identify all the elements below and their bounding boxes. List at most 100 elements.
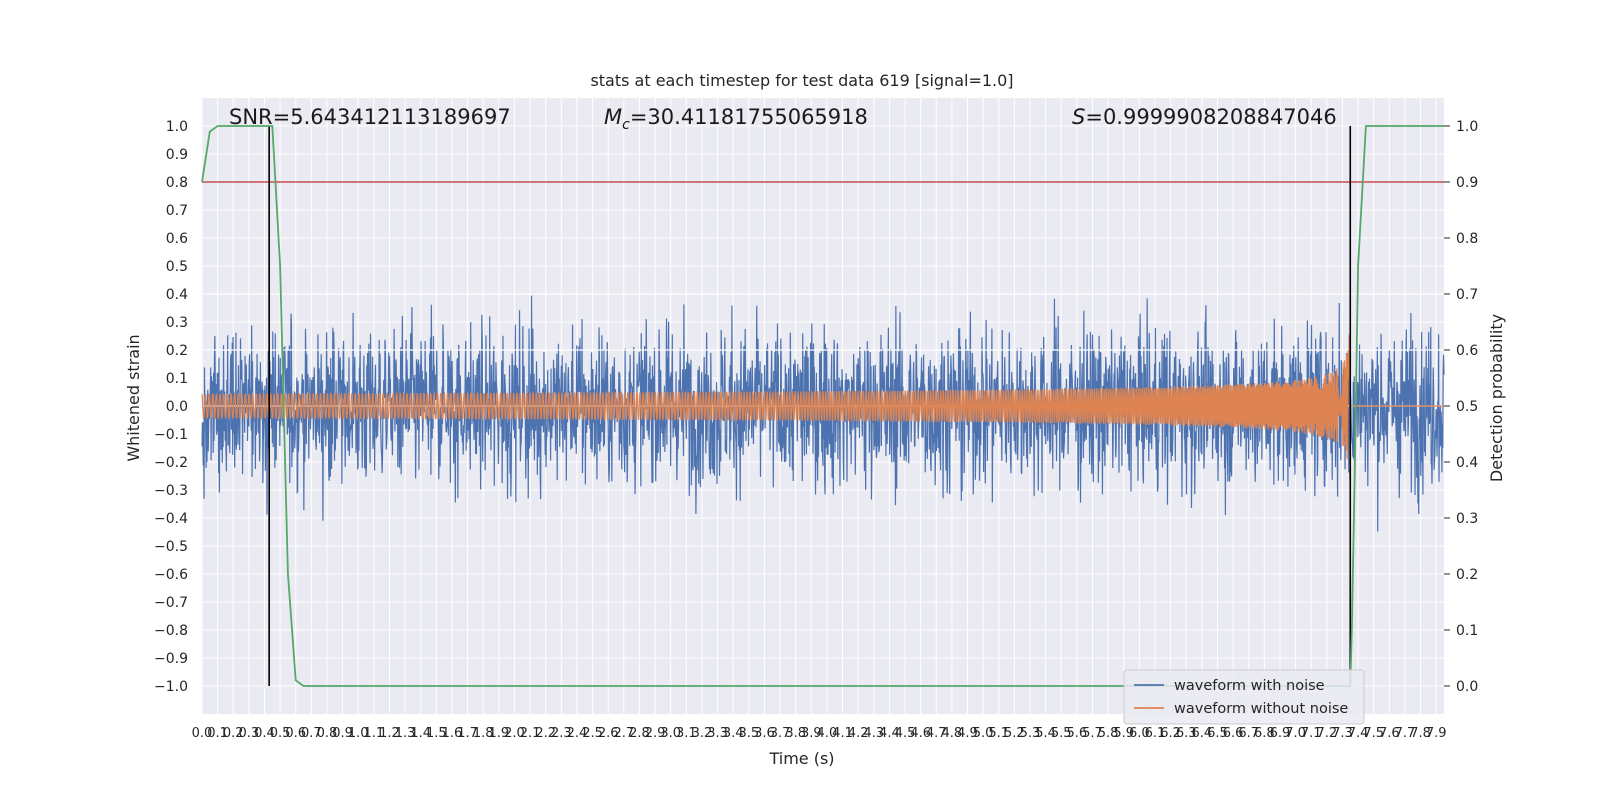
x-tick-label: 4.1 — [832, 726, 853, 741]
y-tick-label: 0.8 — [166, 175, 188, 191]
y-tick-label: −0.1 — [154, 427, 188, 443]
x-tick-label: 2.0 — [504, 726, 525, 741]
x-tick-label: 2.4 — [567, 726, 588, 741]
y-right-tick-label: 0.9 — [1456, 175, 1478, 191]
x-tick-label: 5.8 — [1098, 726, 1119, 741]
x-tick-label: 1.7 — [457, 726, 478, 741]
y-tick-label: −0.3 — [154, 483, 188, 499]
y-tick-label: 0.6 — [166, 231, 188, 247]
x-tick-label: 6.7 — [1238, 726, 1259, 741]
x-tick-label: 3.7 — [770, 726, 791, 741]
x-tick-label: 6.2 — [1160, 726, 1181, 741]
x-tick-label: 7.0 — [1285, 726, 1306, 741]
x-tick-label: 1.4 — [410, 726, 431, 741]
x-tick-label: 7.2 — [1316, 726, 1337, 741]
x-tick-label: 5.9 — [1113, 726, 1134, 741]
x-tick-label: 2.8 — [629, 726, 650, 741]
x-tick-label: 1.8 — [473, 726, 494, 741]
x-tick-label: 5.1 — [988, 726, 1009, 741]
y-tick-label: 0.1 — [166, 371, 188, 387]
y-tick-label: 0.9 — [166, 147, 188, 163]
x-tick-label: 0.2 — [223, 726, 244, 741]
x-tick-label: 7.7 — [1395, 726, 1416, 741]
legend-label-clean: waveform without noise — [1174, 701, 1348, 717]
y-tick-label: −0.5 — [154, 539, 188, 555]
y-tick-label: −0.7 — [154, 595, 188, 611]
x-tick-label: 6.0 — [1129, 726, 1150, 741]
y-right-tick-label: 0.2 — [1456, 567, 1478, 583]
x-tick-label: 1.6 — [442, 726, 463, 741]
x-tick-label: 2.7 — [613, 726, 634, 741]
s-annotation: S=0.9999908208847046 — [1072, 105, 1337, 129]
x-tick-label: 2.1 — [520, 726, 541, 741]
x-tick-label: 0.4 — [254, 726, 275, 741]
y-tick-label: 0.3 — [166, 315, 188, 331]
x-tick-label: 1.0 — [348, 726, 369, 741]
x-tick-label: 0.7 — [301, 726, 322, 741]
y-right-tick-label: 1.0 — [1456, 119, 1478, 135]
x-tick-label: 5.7 — [1082, 726, 1103, 741]
x-tick-label: 0.8 — [317, 726, 338, 741]
x-tick-label: 4.4 — [879, 726, 900, 741]
x-tick-label: 2.3 — [551, 726, 572, 741]
x-tick-label: 3.6 — [754, 726, 775, 741]
y-axis-label: Whitened strain — [124, 334, 143, 461]
chirp-mass-annotation: Mc=30.41181755065918 — [604, 105, 868, 133]
y-right-tick-label: 0.7 — [1456, 287, 1478, 303]
y-tick-label: 0.0 — [166, 399, 188, 415]
y-tick-label: −0.2 — [154, 455, 188, 471]
y-tick-label: −0.6 — [154, 567, 188, 583]
clean-waveform-line — [201, 333, 1444, 481]
x-tick-label: 7.6 — [1379, 726, 1400, 741]
x-tick-label: 1.1 — [364, 726, 385, 741]
x-tick-label: 1.5 — [426, 726, 447, 741]
y-right-tick-label: 0.1 — [1456, 623, 1478, 639]
x-tick-label: 6.6 — [1223, 726, 1244, 741]
x-tick-label: 2.5 — [582, 726, 603, 741]
y-tick-label: −1.0 — [154, 679, 188, 695]
x-tick-label: 4.7 — [926, 726, 947, 741]
x-tick-label: 2.9 — [645, 726, 666, 741]
s-value: =0.9999908208847046 — [1085, 105, 1336, 129]
x-tick-label: 1.9 — [488, 726, 509, 741]
x-tick-label: 3.2 — [692, 726, 713, 741]
chirp-mass-value: =30.41181755065918 — [630, 105, 868, 129]
x-tick-label: 3.9 — [801, 726, 822, 741]
snr-annotation: SNR=5.643412113189697 — [229, 105, 511, 129]
x-tick-label: 3.8 — [785, 726, 806, 741]
y-right-tick-label: 0.6 — [1456, 343, 1478, 359]
x-tick-label: 3.3 — [707, 726, 728, 741]
x-tick-label: 4.2 — [848, 726, 869, 741]
x-tick-label: 2.6 — [598, 726, 619, 741]
y-right-tick-label: 0.3 — [1456, 511, 1478, 527]
x-tick-label: 4.5 — [895, 726, 916, 741]
x-tick-label: 4.9 — [957, 726, 978, 741]
s-symbol: S — [1072, 105, 1085, 129]
x-tick-label: 7.5 — [1363, 726, 1384, 741]
x-tick-label: 4.8 — [942, 726, 963, 741]
x-tick-label: 0.6 — [285, 726, 306, 741]
y-tick-label: −0.8 — [154, 623, 188, 639]
y-tick-label: 1.0 — [166, 119, 188, 135]
x-tick-label: 0.3 — [239, 726, 260, 741]
x-tick-label: 0.5 — [270, 726, 291, 741]
x-tick-label: 6.3 — [1176, 726, 1197, 741]
x-tick-label: 4.3 — [863, 726, 884, 741]
y-right-tick-label: 0.0 — [1456, 679, 1478, 695]
x-tick-label: 5.3 — [1020, 726, 1041, 741]
x-tick-label: 6.4 — [1192, 726, 1213, 741]
y-tick-label: 0.4 — [166, 287, 188, 303]
x-tick-label: 1.3 — [395, 726, 416, 741]
x-tick-label: 6.8 — [1254, 726, 1275, 741]
chirp-mass-subscript: c — [622, 117, 630, 133]
chirp-mass-symbol: M — [604, 105, 622, 129]
legend-box — [1123, 669, 1365, 725]
y-tick-label: −0.9 — [154, 651, 188, 667]
y-tick-label: 0.2 — [166, 343, 188, 359]
y-tick-label: −0.4 — [154, 511, 188, 527]
x-tick-label: 7.4 — [1348, 726, 1369, 741]
x-tick-label: 4.6 — [910, 726, 931, 741]
x-tick-label: 2.2 — [535, 726, 556, 741]
x-tick-label: 3.1 — [676, 726, 697, 741]
